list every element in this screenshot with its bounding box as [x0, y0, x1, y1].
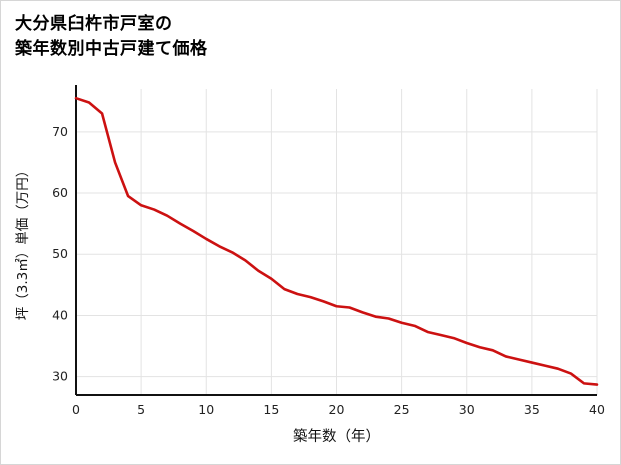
price-line-series: [74, 96, 599, 386]
chart-title: 大分県臼杵市戸室の 築年数別中古戸建て価格: [1, 1, 620, 75]
y-tick-label: 70: [52, 124, 68, 139]
x-tick-label: 30: [459, 402, 475, 417]
y-tick-label: 60: [52, 185, 68, 200]
x-tick-label: 35: [524, 402, 540, 417]
chart-title-line1: 大分県臼杵市戸室の: [15, 14, 173, 34]
x-tick-label: 15: [263, 402, 279, 417]
y-tick-label: 40: [52, 307, 68, 322]
x-tick-label: 5: [137, 402, 145, 417]
y-tick-label: 50: [52, 246, 68, 261]
price-line-chart: 0 5 10 15 20 25 30 35 40 30 40 50 60 70 築年数（年） 坪（3.3㎡）単…: [15, 85, 605, 445]
y-axis-title: 坪（3.3㎡）単価（万円）: [15, 164, 31, 320]
x-tick-label: 10: [198, 402, 214, 417]
y-tick-label: 30: [52, 369, 68, 384]
x-tick-label: 20: [329, 402, 345, 417]
x-tick-label: 25: [394, 402, 410, 417]
x-tick-label: 0: [72, 402, 80, 417]
x-tick-label: 40: [589, 402, 605, 417]
x-axis-title: 築年数（年）: [293, 427, 380, 445]
chart-title-line2: 築年数別中古戸建て価格: [15, 38, 208, 59]
